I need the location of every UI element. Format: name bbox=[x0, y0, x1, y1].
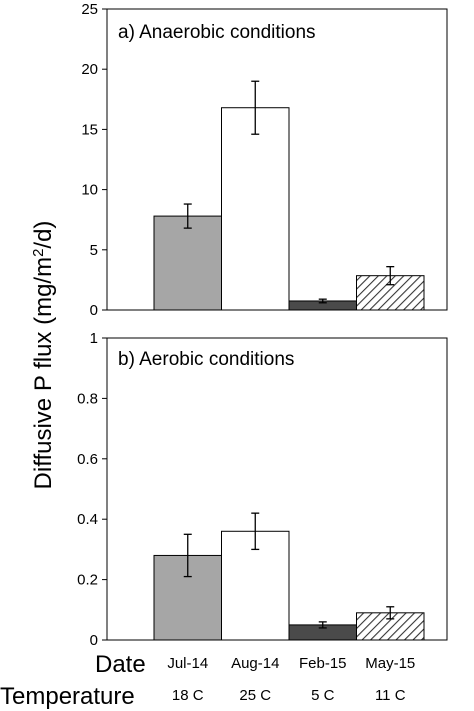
x-axis-labels: Jul-14 18 C Aug-14 25 C Feb-15 5 C May-15 11 C bbox=[167, 655, 415, 704]
temperature-label: 25 C bbox=[239, 687, 271, 704]
date-row-label: Date bbox=[95, 651, 146, 678]
panel-title: a) Anaerobic conditions bbox=[118, 22, 316, 43]
error-bar bbox=[386, 266, 395, 286]
x-tick-label: Jul-14 bbox=[167, 655, 208, 672]
error-bar bbox=[251, 80, 260, 135]
y-tick-label: 0.8 bbox=[77, 390, 98, 407]
temperature-label: 18 C bbox=[172, 687, 204, 704]
panel-anaerobic: a) Anaerobic conditions 0 5 10 15 20 25 bbox=[81, 1, 448, 319]
temperature-label: 11 C bbox=[375, 687, 406, 704]
temperature-label: 5 C bbox=[311, 687, 335, 704]
panel-aerobic: b) Aerobic conditions 0 0.2 0.4 0.6 0.8 1 bbox=[77, 330, 448, 649]
y-tick-label: 0.2 bbox=[77, 572, 98, 589]
y-tick-label: 25 bbox=[81, 1, 98, 18]
y-tick-label: 0.4 bbox=[77, 511, 98, 528]
y-axis-label: Diffusive P flux (mg/m2/d) bbox=[30, 221, 58, 490]
y-tick-label: 15 bbox=[81, 121, 98, 138]
error-bar bbox=[318, 621, 327, 629]
y-tick-label: 5 bbox=[90, 242, 98, 259]
error-bar bbox=[183, 533, 192, 578]
bar-aug-14 bbox=[221, 107, 290, 311]
y-tick-label: 0.6 bbox=[77, 451, 98, 468]
y-tick-label: 10 bbox=[81, 182, 98, 199]
y-tick-label: 20 bbox=[81, 61, 98, 78]
y-tick-label: 0 bbox=[90, 302, 98, 319]
error-bar bbox=[386, 606, 395, 620]
temperature-row-label: Temperature bbox=[0, 683, 135, 710]
bar-jul-14 bbox=[153, 215, 222, 311]
x-tick-label: Feb-15 bbox=[299, 655, 347, 672]
panel-title: b) Aerobic conditions bbox=[118, 349, 294, 370]
y-tick-label: 0 bbox=[90, 632, 98, 649]
error-bar bbox=[183, 203, 192, 229]
y-tick-label: 1 bbox=[90, 330, 98, 347]
error-bar bbox=[318, 298, 327, 304]
error-bar bbox=[251, 512, 260, 551]
x-tick-label: Aug-14 bbox=[231, 655, 279, 672]
x-tick-label: May-15 bbox=[365, 655, 415, 672]
